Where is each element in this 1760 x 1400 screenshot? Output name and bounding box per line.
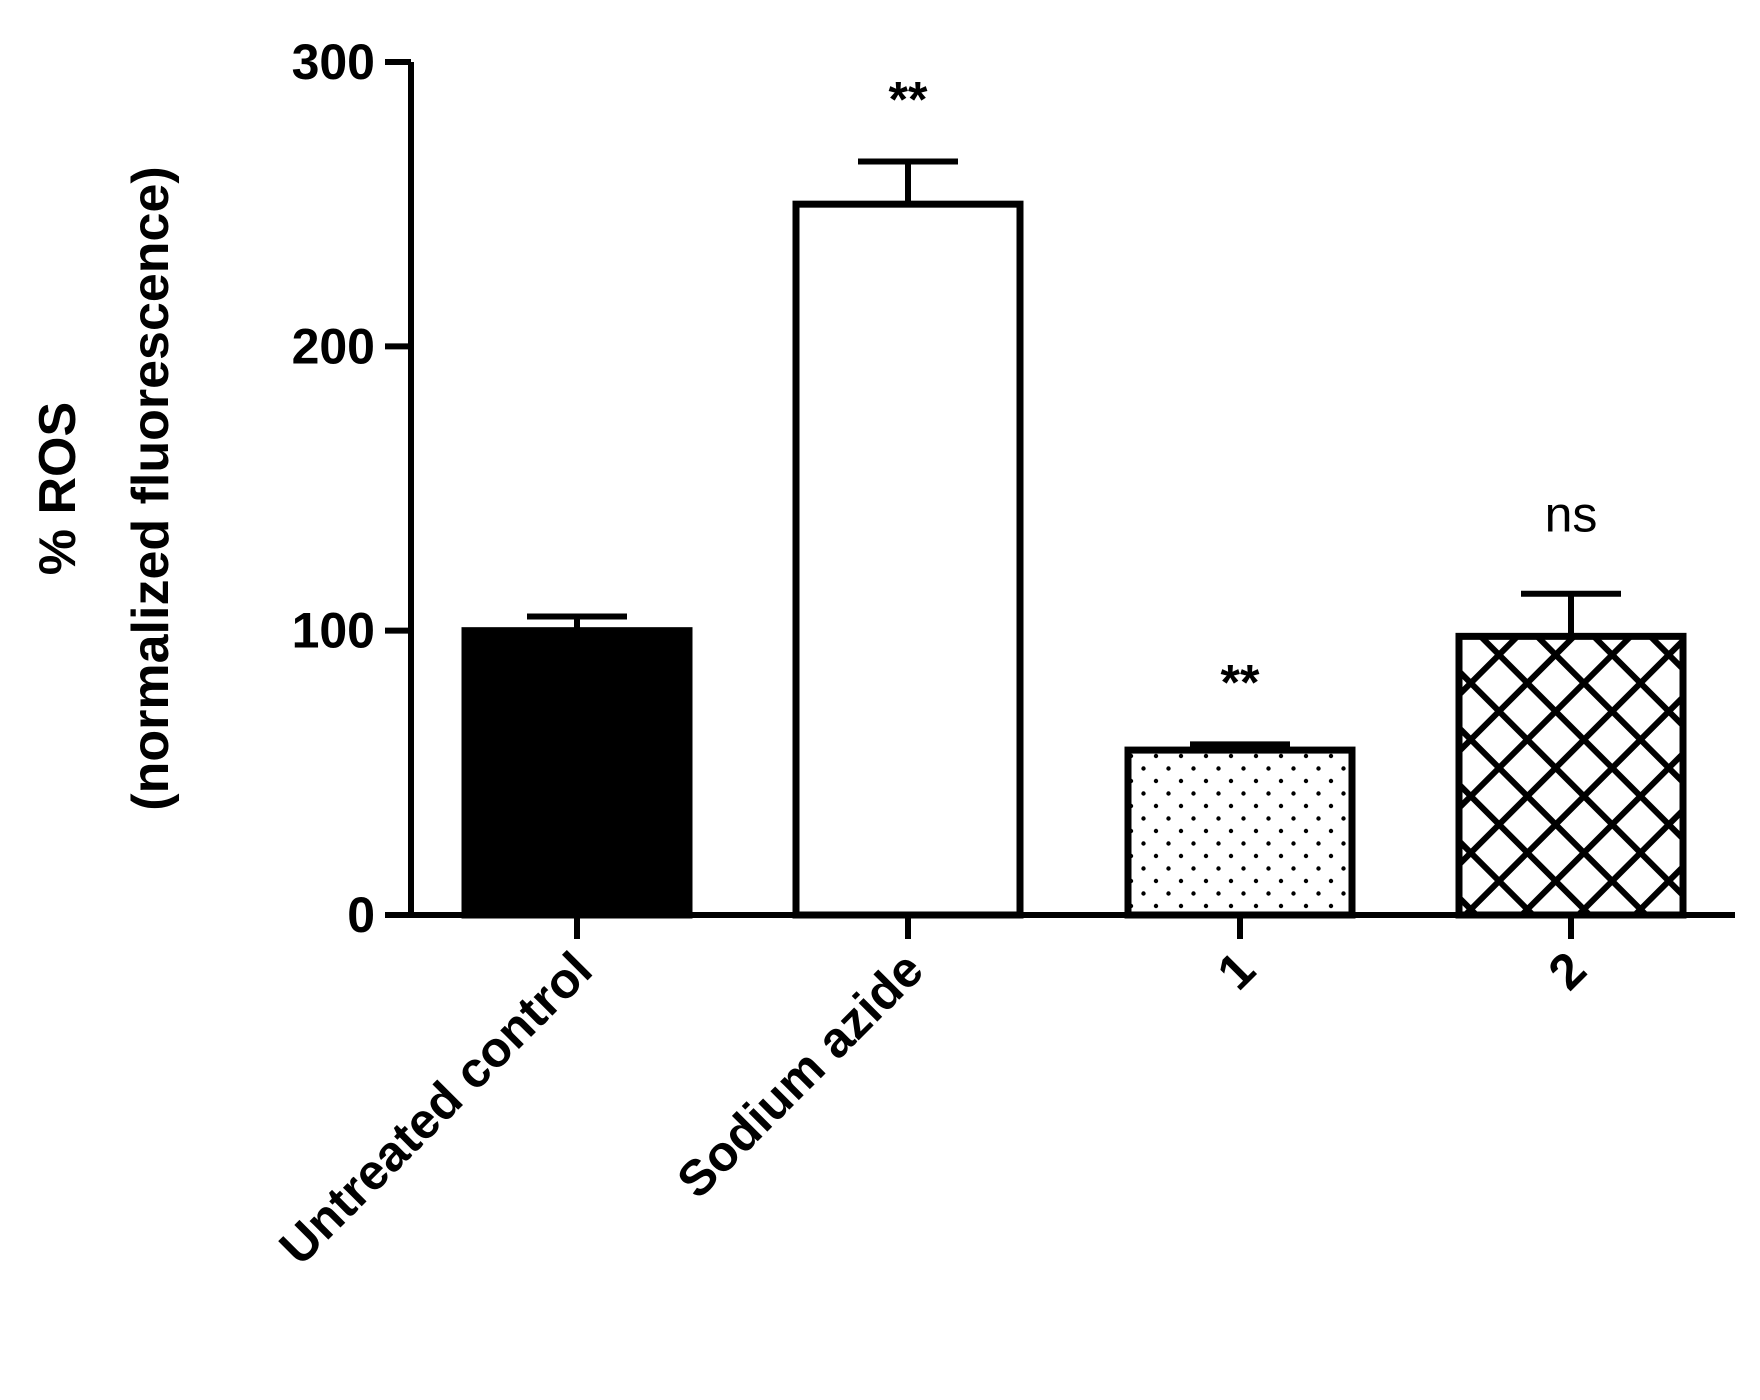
category-label-2: Sodium azide bbox=[666, 941, 933, 1208]
error-bars bbox=[527, 158, 1621, 751]
category-label-1: Untreated control bbox=[269, 941, 603, 1275]
annotation-2: ** bbox=[889, 72, 928, 128]
y-tick-label-200: 200 bbox=[292, 318, 375, 374]
y-axis-title-line-1: % ROS bbox=[29, 402, 87, 575]
y-axis-title-line-2: (normalized fluorescence) bbox=[122, 166, 180, 810]
bar-2 bbox=[792, 200, 1024, 919]
category-label-3: 1 bbox=[1207, 941, 1266, 1000]
bar-1 bbox=[461, 627, 693, 919]
error-bar-1 bbox=[527, 613, 627, 631]
annotation-4: ns bbox=[1545, 487, 1598, 543]
y-tick-label-100: 100 bbox=[292, 603, 375, 659]
annotation-3: ** bbox=[1221, 654, 1260, 710]
category-labels: Untreated control Sodium azide 1 2 bbox=[269, 941, 1597, 1275]
bar-4 bbox=[1455, 632, 1687, 919]
error-bar-2 bbox=[858, 158, 958, 205]
bars bbox=[461, 200, 1687, 919]
y-axis-title: % ROS (normalized fluorescence) bbox=[29, 166, 180, 810]
x-axis bbox=[385, 912, 1735, 939]
y-tick-label-0: 0 bbox=[347, 887, 375, 943]
significance-annotations: ** ** ns bbox=[889, 72, 1598, 711]
category-label-4: 2 bbox=[1538, 941, 1597, 1000]
y-axis: 0 100 200 300 bbox=[292, 34, 414, 943]
error-bar-3 bbox=[1190, 741, 1290, 751]
bar-3 bbox=[1124, 746, 1356, 919]
y-tick-label-300: 300 bbox=[292, 34, 375, 90]
error-bar-4 bbox=[1521, 590, 1621, 637]
